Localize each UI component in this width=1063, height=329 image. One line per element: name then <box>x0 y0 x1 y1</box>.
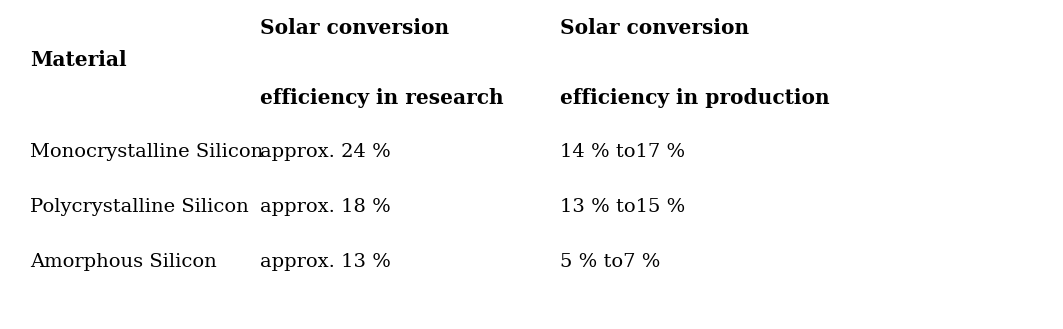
Text: approx. 13 %: approx. 13 % <box>260 253 391 271</box>
Text: Material: Material <box>30 50 126 70</box>
Text: Monocrystalline Silicon: Monocrystalline Silicon <box>30 143 264 161</box>
Text: approx. 18 %: approx. 18 % <box>260 198 391 216</box>
Text: 5 % to7 %: 5 % to7 % <box>560 253 660 271</box>
Text: Amorphous Silicon: Amorphous Silicon <box>30 253 217 271</box>
Text: Solar conversion: Solar conversion <box>260 18 450 38</box>
Text: 14 % to17 %: 14 % to17 % <box>560 143 686 161</box>
Text: Polycrystalline Silicon: Polycrystalline Silicon <box>30 198 249 216</box>
Text: approx. 24 %: approx. 24 % <box>260 143 391 161</box>
Text: Solar conversion: Solar conversion <box>560 18 749 38</box>
Text: efficiency in research: efficiency in research <box>260 88 504 108</box>
Text: efficiency in production: efficiency in production <box>560 88 829 108</box>
Text: 13 % to15 %: 13 % to15 % <box>560 198 686 216</box>
